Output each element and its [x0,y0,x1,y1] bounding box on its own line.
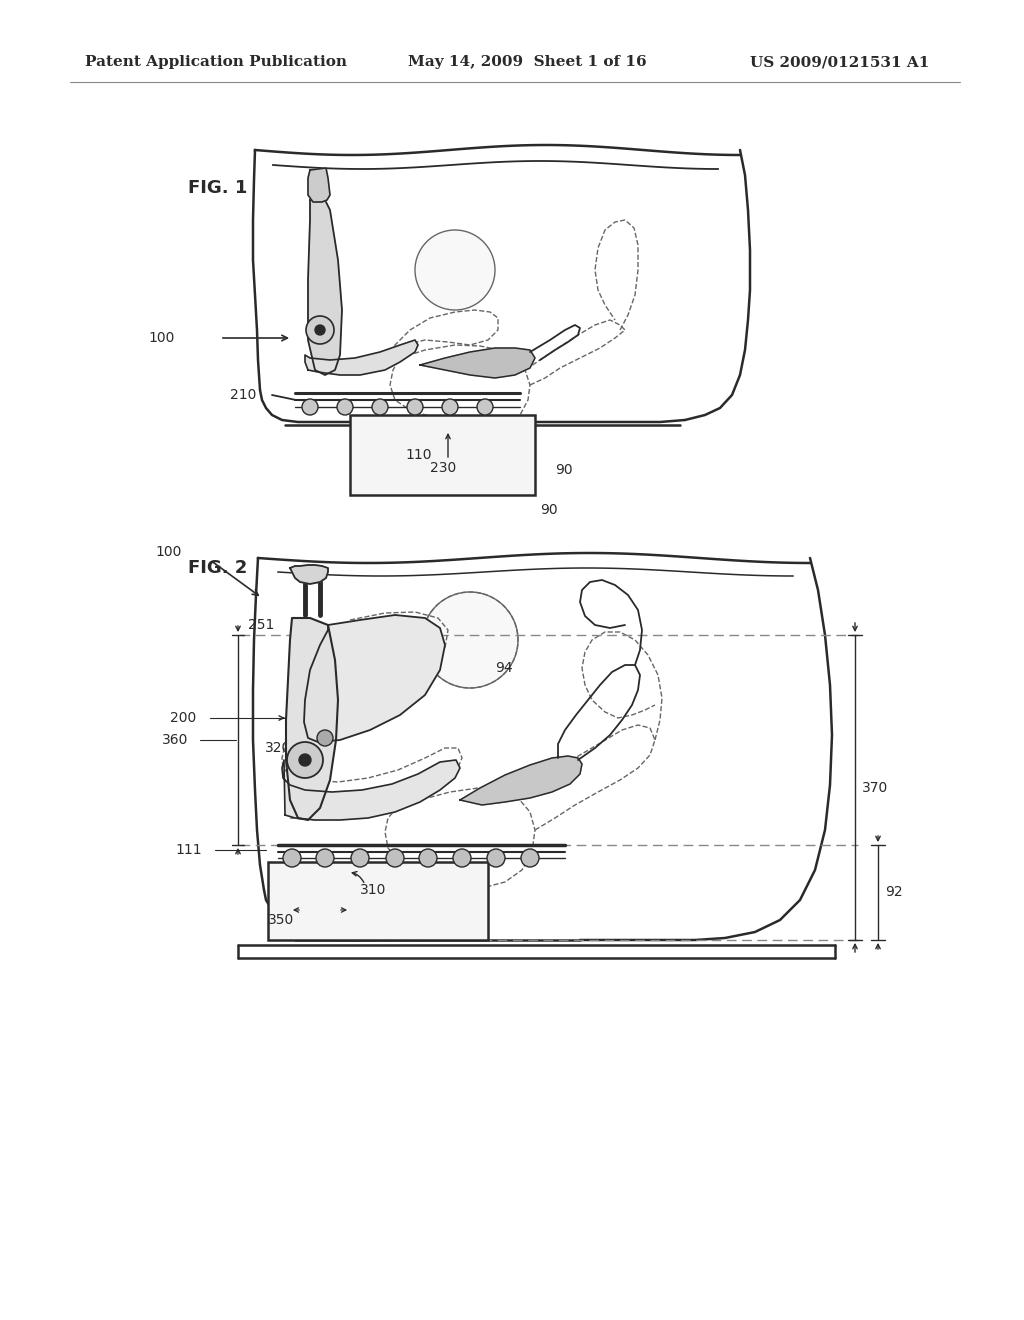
Circle shape [487,849,505,867]
Polygon shape [304,615,445,742]
Circle shape [317,730,333,746]
Text: 90: 90 [555,463,572,477]
Text: 320: 320 [265,741,291,755]
Text: FIG. 1: FIG. 1 [188,180,248,197]
Circle shape [287,742,323,777]
Circle shape [302,399,318,414]
Circle shape [315,325,325,335]
Circle shape [422,591,518,688]
Circle shape [316,849,334,867]
Circle shape [442,399,458,414]
Text: May 14, 2009  Sheet 1 of 16: May 14, 2009 Sheet 1 of 16 [408,55,646,69]
Circle shape [306,315,334,345]
Circle shape [419,849,437,867]
Polygon shape [308,168,330,202]
Circle shape [415,230,495,310]
Text: 110: 110 [406,447,431,462]
Text: 100: 100 [155,545,181,558]
Circle shape [299,754,311,766]
Polygon shape [305,341,418,375]
Polygon shape [282,760,460,820]
Text: 111: 111 [175,843,202,857]
Text: 90: 90 [540,503,558,517]
Text: Patent Application Publication: Patent Application Publication [85,55,347,69]
Circle shape [337,399,353,414]
Text: 210: 210 [230,388,256,403]
Text: 350: 350 [268,913,294,927]
Text: 92: 92 [885,884,902,899]
Circle shape [453,849,471,867]
Polygon shape [460,756,582,805]
Circle shape [372,399,388,414]
Polygon shape [308,201,342,375]
Circle shape [407,399,423,414]
Text: FIG. 2: FIG. 2 [188,558,248,577]
Text: 200: 200 [170,711,197,725]
Text: 340: 340 [328,678,354,692]
Text: 360: 360 [162,733,188,747]
Polygon shape [290,565,328,583]
Text: 230: 230 [430,461,457,475]
Text: 100: 100 [148,331,174,345]
Text: US 2009/0121531 A1: US 2009/0121531 A1 [750,55,930,69]
Circle shape [351,849,369,867]
Circle shape [477,399,493,414]
Circle shape [283,849,301,867]
Text: 310: 310 [360,883,386,898]
Circle shape [386,849,404,867]
Polygon shape [286,618,338,820]
Text: 251: 251 [248,618,274,632]
Polygon shape [420,348,535,378]
Circle shape [521,849,539,867]
Bar [350,414,535,495]
Text: 370: 370 [862,781,888,795]
Text: 94: 94 [495,661,513,675]
Bar [268,862,488,940]
